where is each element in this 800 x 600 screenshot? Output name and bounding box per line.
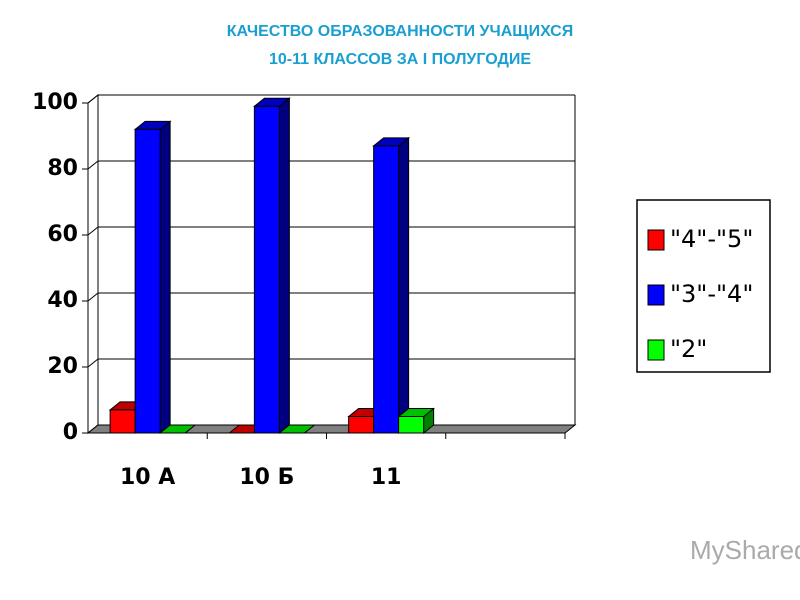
chart-title: КАЧЕСТВО ОБРАЗОВАННОСТИ УЧАЩИХСЯ [227,23,573,40]
bar-front [253,105,280,434]
bar-top [277,424,316,434]
chart-subtitle: 10-11 КЛАССОВ ЗА I ПОЛУГОДИЕ [269,51,531,68]
grid-line [87,358,575,368]
y-tick-label: 40 [47,288,78,313]
bar [158,424,197,434]
bar [277,424,316,434]
grid-line [87,292,575,302]
bar [372,136,411,435]
bar-front [134,128,161,434]
bar-front [398,416,425,434]
watermark: MyShared [690,535,800,565]
x-tick-label: 10 Б [239,465,294,490]
bar-front [109,409,136,434]
legend-swatch [647,284,665,306]
grid-line [87,160,575,170]
y-tick-label: 0 [63,420,78,445]
back-wall [87,93,99,435]
legend-label: "2" [670,335,707,363]
bar [397,407,436,435]
y-tick-label: 20 [47,354,78,379]
grid-line [87,226,575,236]
bar-side [159,120,171,435]
legend-label: "4"-"5" [670,225,753,253]
legend-swatch [647,339,665,361]
y-tick-label: 60 [47,222,78,247]
x-tick-label: 11 [371,465,402,490]
bar-side [278,97,290,435]
bar-top [158,424,197,434]
y-tick-label: 80 [47,156,78,181]
grid-line [87,94,575,104]
legend-label: "3"-"4" [670,280,753,308]
x-tick-label: 10 А [120,465,175,490]
bar [133,120,172,435]
legend-swatch [647,229,665,251]
bar-front [373,145,400,434]
y-tick-label: 100 [32,90,78,115]
bar [252,97,291,435]
bar-side [398,136,410,435]
bar-front [348,416,375,434]
